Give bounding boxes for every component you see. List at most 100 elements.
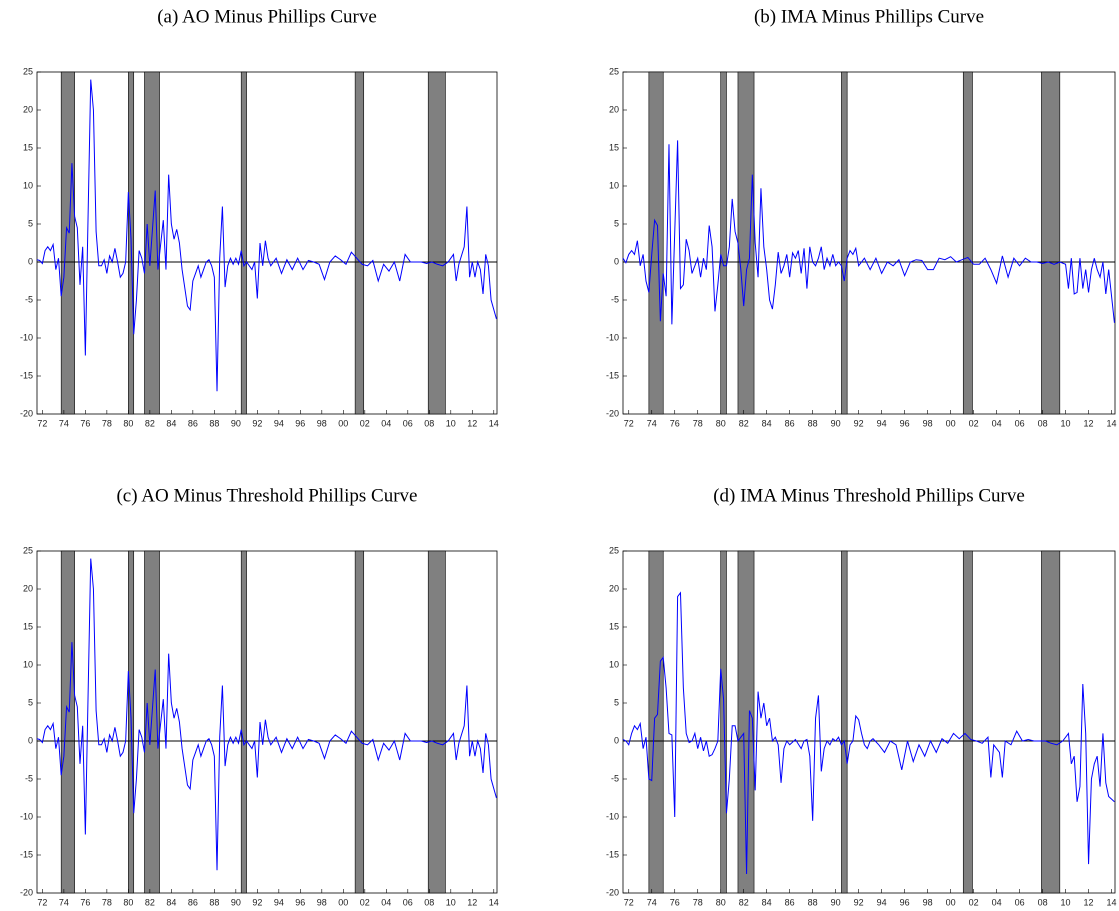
x-tick-label: 02 bbox=[969, 897, 979, 907]
x-tick-label: 96 bbox=[295, 418, 305, 428]
chart-title: (a) AO Minus Phillips Curve bbox=[157, 6, 377, 27]
y-tick-label: -10 bbox=[606, 811, 619, 821]
x-tick-label: 94 bbox=[274, 418, 284, 428]
x-tick-label: 80 bbox=[716, 897, 726, 907]
y-tick-label: 20 bbox=[609, 104, 619, 114]
x-tick-label: 08 bbox=[1038, 897, 1048, 907]
x-tick-label: 02 bbox=[969, 418, 979, 428]
x-tick-label: 88 bbox=[209, 897, 219, 907]
x-tick-label: 00 bbox=[946, 897, 956, 907]
recession-band bbox=[240, 71, 247, 415]
recession-band bbox=[720, 550, 727, 894]
x-tick-label: 08 bbox=[424, 897, 434, 907]
y-tick-label: 5 bbox=[28, 697, 33, 707]
y-tick-label: 5 bbox=[28, 218, 33, 228]
recession-band bbox=[1041, 550, 1061, 894]
y-tick-label: 0 bbox=[614, 256, 619, 266]
x-tick-label: 72 bbox=[37, 897, 47, 907]
x-tick-label: 06 bbox=[403, 897, 413, 907]
x-tick-label: 06 bbox=[403, 418, 413, 428]
y-tick-label: -20 bbox=[606, 408, 619, 418]
recession-band bbox=[737, 71, 755, 415]
x-tick-label: 04 bbox=[992, 418, 1002, 428]
recession-band bbox=[240, 550, 247, 894]
plot-frame bbox=[36, 550, 498, 894]
x-tick-label: 90 bbox=[231, 418, 241, 428]
x-tick-label: 02 bbox=[360, 418, 370, 428]
x-tick-label: 96 bbox=[900, 418, 910, 428]
y-tick-label: -5 bbox=[611, 773, 619, 783]
x-tick-label: 04 bbox=[381, 897, 391, 907]
plot-frame bbox=[622, 550, 1116, 894]
y-tick-label: 10 bbox=[609, 659, 619, 669]
x-tick-label: 98 bbox=[923, 418, 933, 428]
x-tick-label: 76 bbox=[80, 897, 90, 907]
x-tick-label: 98 bbox=[317, 418, 327, 428]
x-tick-label: 72 bbox=[624, 418, 634, 428]
x-tick-label: 84 bbox=[762, 897, 772, 907]
x-tick-label: 94 bbox=[274, 897, 284, 907]
x-tick-label: 72 bbox=[37, 418, 47, 428]
y-tick-label: 10 bbox=[23, 180, 33, 190]
x-tick-label: 80 bbox=[716, 418, 726, 428]
y-tick-label: -15 bbox=[20, 370, 33, 380]
y-tick-label: 15 bbox=[23, 621, 33, 631]
x-tick-label: 90 bbox=[831, 897, 841, 907]
y-tick-label: 20 bbox=[23, 583, 33, 593]
x-tick-label: 04 bbox=[992, 897, 1002, 907]
x-tick-label: 94 bbox=[877, 418, 887, 428]
y-tick-label: -20 bbox=[20, 408, 33, 418]
x-tick-label: 86 bbox=[785, 418, 795, 428]
x-tick-label: 12 bbox=[1084, 897, 1094, 907]
x-tick-label: 00 bbox=[338, 897, 348, 907]
y-tick-label: 0 bbox=[28, 735, 33, 745]
x-tick-label: 14 bbox=[489, 897, 499, 907]
x-tick-label: 88 bbox=[808, 418, 818, 428]
x-tick-label: 10 bbox=[1061, 897, 1071, 907]
recession-band bbox=[1041, 71, 1061, 415]
y-tick-label: 5 bbox=[614, 697, 619, 707]
recession-band bbox=[648, 550, 664, 894]
x-tick-label: 00 bbox=[946, 418, 956, 428]
x-tick-label: 92 bbox=[854, 418, 864, 428]
recession-band bbox=[60, 550, 75, 894]
recession-band bbox=[720, 71, 727, 415]
x-tick-label: 74 bbox=[647, 897, 657, 907]
x-tick-label: 74 bbox=[647, 418, 657, 428]
x-tick-label: 90 bbox=[831, 418, 841, 428]
x-tick-label: 14 bbox=[1107, 418, 1117, 428]
y-tick-label: 0 bbox=[614, 735, 619, 745]
recession-band bbox=[841, 550, 848, 894]
x-tick-label: 78 bbox=[693, 418, 703, 428]
x-tick-label: 82 bbox=[145, 418, 155, 428]
y-tick-label: -15 bbox=[20, 849, 33, 859]
x-tick-label: 02 bbox=[360, 897, 370, 907]
x-tick-label: 80 bbox=[123, 897, 133, 907]
x-tick-label: 76 bbox=[80, 418, 90, 428]
x-tick-label: 90 bbox=[231, 897, 241, 907]
recession-band bbox=[354, 550, 365, 894]
y-tick-label: -20 bbox=[606, 887, 619, 897]
x-tick-label: 98 bbox=[923, 897, 933, 907]
y-tick-label: 15 bbox=[609, 621, 619, 631]
x-tick-label: 78 bbox=[102, 418, 112, 428]
y-tick-label: -15 bbox=[606, 849, 619, 859]
x-tick-label: 78 bbox=[102, 897, 112, 907]
y-tick-label: -10 bbox=[20, 332, 33, 342]
data-line bbox=[36, 558, 497, 871]
y-tick-label: -10 bbox=[20, 811, 33, 821]
x-tick-label: 72 bbox=[624, 897, 634, 907]
y-tick-label: 15 bbox=[23, 142, 33, 152]
x-tick-label: 00 bbox=[338, 418, 348, 428]
y-tick-label: -20 bbox=[20, 887, 33, 897]
recession-band bbox=[427, 71, 446, 415]
y-tick-label: -10 bbox=[606, 332, 619, 342]
x-tick-label: 08 bbox=[424, 418, 434, 428]
recession-band bbox=[841, 71, 848, 415]
x-tick-label: 82 bbox=[739, 897, 749, 907]
y-tick-label: 25 bbox=[609, 66, 619, 76]
y-tick-label: 10 bbox=[23, 659, 33, 669]
x-tick-label: 74 bbox=[59, 418, 69, 428]
x-tick-label: 74 bbox=[59, 897, 69, 907]
